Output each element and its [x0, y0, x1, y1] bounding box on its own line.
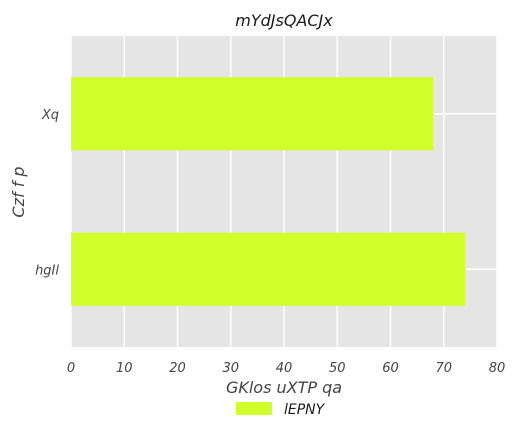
x-tick-label: 0 [67, 361, 75, 376]
x-tick-label: 80 [489, 361, 506, 376]
legend-label: lEPNY [284, 402, 326, 418]
legend: lEPNY [236, 402, 326, 418]
legend-swatch [236, 402, 272, 415]
y-axis-label: Czf f p [9, 166, 28, 217]
x-tick-label: 30 [222, 361, 239, 376]
x-tick-label: 10 [116, 361, 133, 376]
x-tick-label: 20 [169, 361, 186, 376]
bars [71, 77, 466, 306]
x-tick-label: 60 [382, 361, 399, 376]
x-axis-label: GKlos uXTP qa [226, 378, 342, 397]
x-tick-label: 70 [435, 361, 452, 376]
x-axis-ticks: 0 10 20 30 40 50 60 70 80 [67, 361, 505, 376]
x-tick-label: 50 [329, 361, 346, 376]
chart-title: mYdJsQACJx [235, 11, 333, 30]
x-tick-label: 40 [276, 361, 293, 376]
y-tick-label: hgIl [35, 263, 59, 278]
bar-Xq [71, 77, 434, 151]
bar-hgIl [71, 232, 466, 306]
y-axis-ticks: Xq hgIl [35, 108, 59, 279]
y-tick-label: Xq [41, 108, 59, 123]
